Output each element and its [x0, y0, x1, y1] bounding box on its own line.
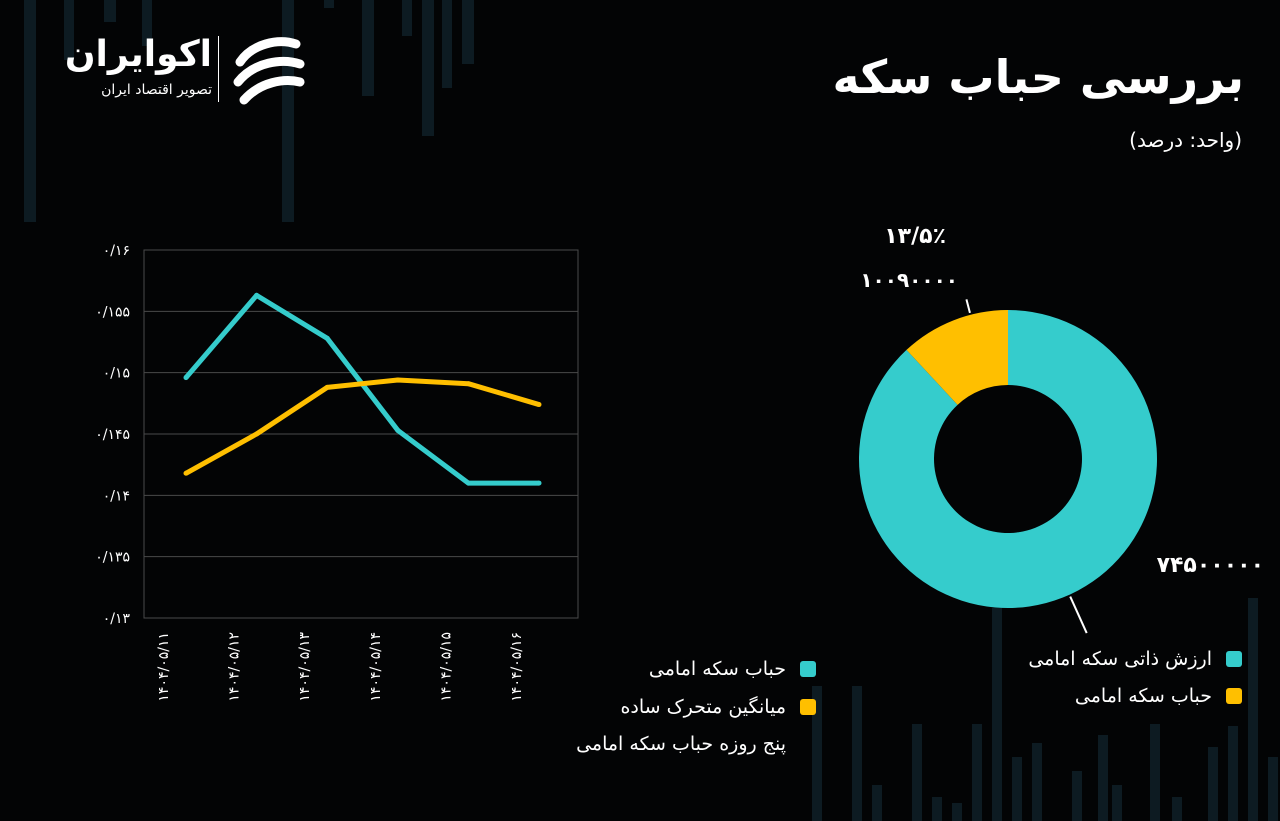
series-point-1	[465, 381, 471, 387]
series-point-1	[536, 402, 542, 408]
line-legend-item-sma: میانگین متحرک ساده	[620, 694, 816, 720]
legend-label: میانگین متحرک ساده	[620, 696, 786, 718]
pie-legend-item-bubble: حباب سکه امامی	[1075, 683, 1242, 709]
series-point-0	[536, 480, 542, 486]
brand-tagline: تصویر اقتصاد ایران	[101, 82, 212, 98]
slice-percent-label: ۱۳/۵٪	[884, 224, 946, 249]
x-tick-label: ۱۴۰۴/۰۵/۱۲	[227, 632, 243, 702]
series-line-1	[184, 377, 540, 476]
line-chart: ۰/۱۳ ۰/۱۳۵ ۰/۱۴ ۰/۱۴۵ ۰/۱۵ ۰/۱۵۵ ۰/۱۶ ۱۴۰۴/۰۵/…	[95, 243, 579, 702]
line-chart-grid	[143, 249, 579, 619]
legend-swatch-yellow	[800, 699, 816, 715]
leader-line	[965, 299, 971, 314]
pie-legend-item-intrinsic: ارزش ذاتی سکه امامی	[1028, 646, 1242, 672]
page-title: بررسی حباب سکه	[832, 50, 1244, 104]
series-point-0	[465, 480, 471, 486]
y-tick-label: ۰/۱۵۵	[95, 304, 130, 320]
brand-name: اکوایران	[64, 34, 212, 75]
series-point-0	[254, 292, 260, 298]
x-tick-label: ۱۴۰۴/۰۵/۱۴	[368, 632, 384, 702]
series-point-1	[183, 470, 189, 476]
legend-swatch-teal	[800, 661, 816, 677]
legend-swatch-yellow	[1226, 688, 1242, 704]
series-point-0	[324, 335, 330, 341]
x-tick-label: ۱۴۰۴/۰۵/۱۶	[509, 632, 525, 702]
series-point-0	[395, 427, 401, 433]
line-legend-item-bubble: حباب سکه امامی	[649, 656, 816, 682]
legend-swatch-teal	[1226, 651, 1242, 667]
slice-value-label: ۷۴۵۰۰۰۰۰	[1157, 553, 1264, 578]
brand-mark-icon	[233, 37, 305, 105]
y-tick-label: ۰/۱۳	[103, 611, 131, 627]
brand-logo[interactable]: اکوایران تصویر اقتصاد ایران	[48, 34, 310, 110]
line-chart-x-ticks: ۱۴۰۴/۰۵/۱۱ ۱۴۰۴/۰۵/۱۲ ۱۴۰۴/۰۵/۱۳ ۱۴۰۴/۰۵/۱۴…	[156, 632, 525, 702]
y-tick-label: ۰/۱۵	[103, 366, 130, 382]
y-tick-label: ۰/۱۳۵	[95, 550, 130, 566]
logo-divider	[218, 36, 219, 102]
unit-label: (واحد: درصد)	[1129, 128, 1242, 152]
donut-labels: ۷۴۵۰۰۰۰۰ ۱۰۰۹۰۰۰۰ ۱۳/۵٪	[860, 224, 1264, 634]
series-point-0	[183, 375, 189, 381]
x-tick-label: ۱۴۰۴/۰۵/۱۱	[156, 632, 172, 702]
series-point-1	[324, 384, 330, 390]
y-tick-label: ۰/۱۴۵	[95, 427, 130, 443]
legend-label: ارزش ذاتی سکه امامی	[1028, 648, 1212, 670]
series-point-1	[254, 431, 260, 437]
donut-slice-0	[859, 310, 1157, 608]
line-legend-item-sma-continued: پنج روزه حباب سکه امامی	[576, 733, 786, 755]
y-tick-label: ۰/۱۶	[103, 243, 130, 259]
donut-slice-1	[906, 310, 1008, 405]
line-chart-series	[183, 292, 542, 486]
leader-line	[1069, 596, 1088, 634]
legend-label: حباب سکه امامی	[648, 658, 786, 680]
slice-value-label: ۱۰۰۹۰۰۰۰	[860, 268, 958, 292]
x-tick-label: ۱۴۰۴/۰۵/۱۵	[438, 632, 454, 702]
series-point-1	[395, 377, 401, 383]
line-chart-y-ticks: ۰/۱۳ ۰/۱۳۵ ۰/۱۴ ۰/۱۴۵ ۰/۱۵ ۰/۱۵۵ ۰/۱۶	[95, 243, 130, 627]
legend-label: حباب سکه امامی	[1074, 685, 1212, 707]
x-tick-label: ۱۴۰۴/۰۵/۱۳	[297, 632, 313, 702]
y-tick-label: ۰/۱۴	[103, 488, 130, 504]
donut-slices	[859, 310, 1157, 608]
